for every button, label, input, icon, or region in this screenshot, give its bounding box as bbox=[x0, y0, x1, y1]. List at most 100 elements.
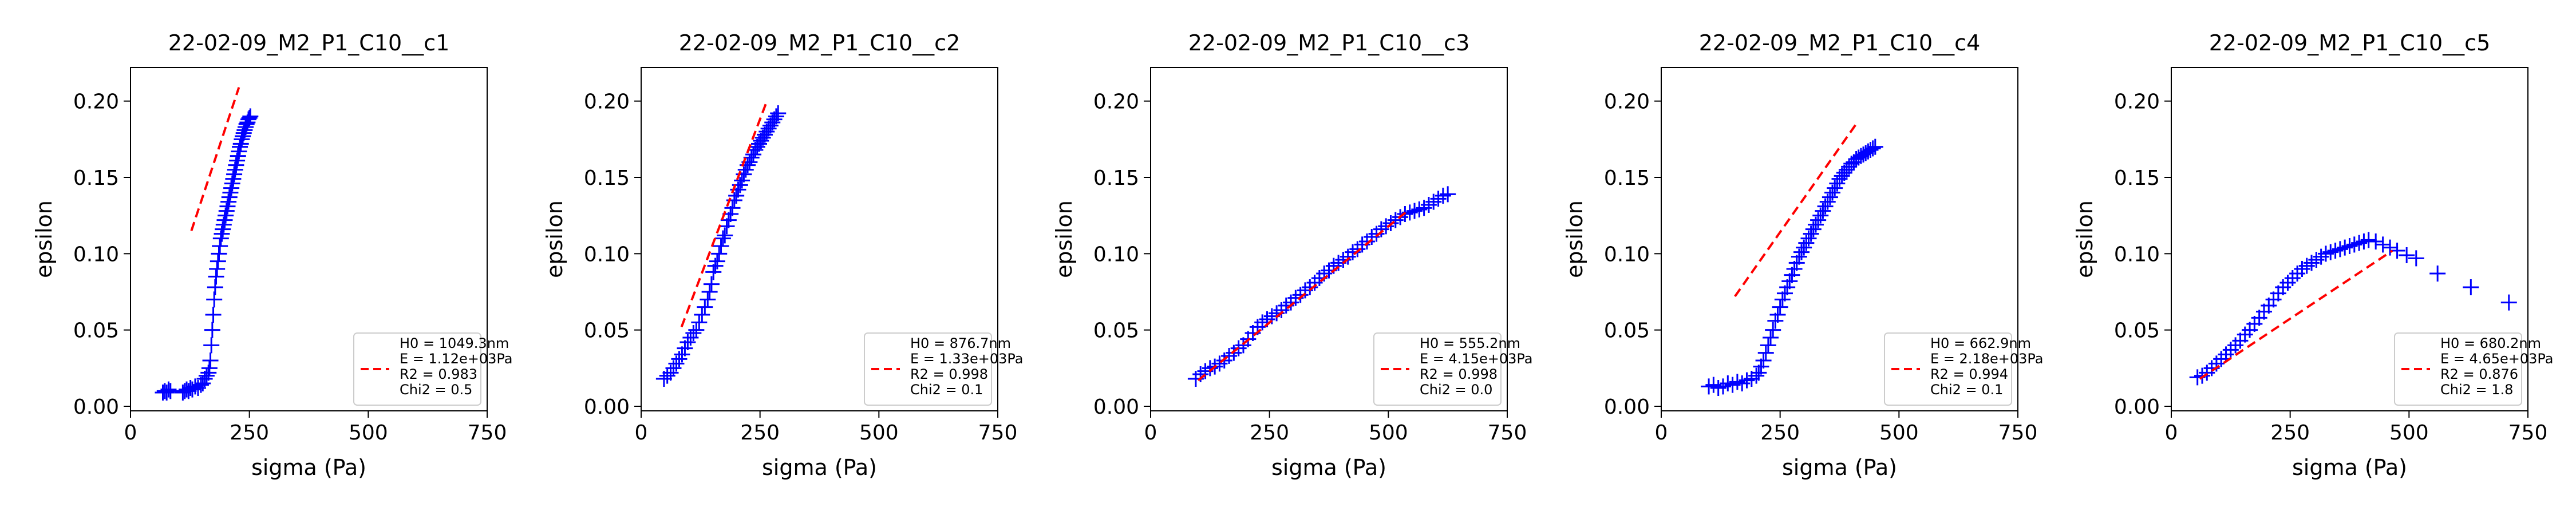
data-point bbox=[717, 227, 733, 244]
data-point bbox=[206, 291, 223, 308]
data-point bbox=[713, 238, 729, 254]
fit-line bbox=[190, 87, 240, 231]
legend-box bbox=[2394, 332, 2522, 406]
data-point bbox=[222, 184, 239, 201]
fit-line bbox=[1197, 210, 1408, 382]
data-point bbox=[159, 385, 175, 401]
data-point bbox=[1755, 352, 1772, 369]
y-tick-label: 0.00 bbox=[2114, 395, 2160, 419]
data-point bbox=[215, 216, 232, 233]
data-point bbox=[2368, 233, 2384, 249]
y-tick-label: 0.00 bbox=[584, 395, 630, 419]
data-point bbox=[216, 212, 233, 228]
data-point bbox=[228, 157, 244, 173]
legend-entry: Chi2 = 0.1 bbox=[910, 382, 983, 398]
legend-entry: H0 = 876.7nm bbox=[910, 335, 1011, 351]
y-tick-label: 0.05 bbox=[1604, 319, 1650, 343]
y-tick-label: 0.15 bbox=[1093, 167, 1139, 190]
data-point bbox=[743, 149, 760, 166]
plot-frame bbox=[2171, 67, 2528, 411]
data-point bbox=[202, 352, 219, 369]
legend-entry: R2 = 0.876 bbox=[2440, 366, 2518, 382]
x-axis-label: sigma (Pa) bbox=[1271, 455, 1386, 480]
y-tick-label: 0.00 bbox=[73, 395, 119, 419]
y-tick-label: 0.00 bbox=[1093, 395, 1139, 419]
chart-panel-4: 22-02-09_M2_P1_C10__c4 0 250 500 750 0.00 0.05… bbox=[1562, 30, 2043, 480]
data-point bbox=[1748, 367, 1765, 384]
data-points bbox=[655, 105, 787, 387]
fit-line bbox=[680, 104, 767, 328]
x-tick-label: 500 bbox=[2389, 421, 2429, 445]
x-axis-label: sigma (Pa) bbox=[762, 455, 877, 480]
fit-line bbox=[2199, 249, 2393, 380]
x-tick-label: 0 bbox=[124, 421, 137, 445]
x-tick-label: 0 bbox=[635, 421, 648, 445]
legend-entry: Chi2 = 0.1 bbox=[1930, 382, 2003, 398]
y-tick-label: 0.10 bbox=[1093, 243, 1139, 266]
data-point bbox=[1760, 337, 1776, 354]
data-point bbox=[232, 136, 249, 152]
data-point bbox=[1864, 140, 1881, 157]
data-point bbox=[711, 245, 728, 262]
plot-frame bbox=[130, 67, 488, 411]
y-tick-label: 0.05 bbox=[1093, 319, 1139, 343]
y-axis-label: epsilon bbox=[31, 200, 57, 278]
data-point bbox=[1765, 322, 1781, 338]
data-points bbox=[1701, 138, 1883, 396]
data-point bbox=[2408, 250, 2424, 267]
data-point bbox=[701, 284, 718, 300]
legend-entry: E = 1.33e+03Pa bbox=[910, 351, 1023, 367]
legend-entry: H0 = 680.2nm bbox=[2440, 335, 2541, 351]
data-point bbox=[694, 307, 710, 323]
y-tick-label: 0.20 bbox=[1093, 90, 1139, 114]
panel-title: 22-02-09_M2_P1_C10__c1 bbox=[168, 30, 450, 56]
x-tick-label: 750 bbox=[468, 421, 507, 445]
data-point bbox=[700, 291, 716, 308]
data-point bbox=[223, 180, 240, 196]
y-tick-label: 0.10 bbox=[1604, 243, 1650, 266]
legend-box bbox=[1373, 332, 1502, 406]
data-point bbox=[211, 245, 227, 262]
data-point bbox=[198, 367, 215, 384]
data-point bbox=[231, 143, 247, 160]
data-point bbox=[1763, 330, 1779, 346]
y-tick-label: 0.15 bbox=[73, 167, 119, 190]
legend-entry: E = 4.15e+03Pa bbox=[1420, 351, 1532, 367]
panel-title: 22-02-09_M2_P1_C10__c5 bbox=[2209, 30, 2491, 56]
legend-entry: Chi2 = 0.5 bbox=[400, 382, 472, 398]
data-point bbox=[212, 230, 229, 247]
data-point bbox=[1772, 299, 1788, 315]
data-point bbox=[2382, 239, 2399, 256]
legend-box bbox=[1884, 332, 2012, 406]
data-point bbox=[227, 161, 243, 178]
data-point bbox=[215, 221, 231, 237]
data-point bbox=[162, 383, 179, 399]
data-point bbox=[219, 198, 236, 215]
data-point bbox=[230, 148, 246, 164]
x-tick-label: 750 bbox=[1998, 421, 2038, 445]
chart-panel-1: 22-02-09_M2_P1_C10__c1 0 250 500 750 0.00 0.05… bbox=[31, 30, 512, 480]
data-point bbox=[212, 238, 228, 254]
x-tick-label: 0 bbox=[1655, 421, 1668, 445]
y-axis-label: epsilon bbox=[542, 200, 567, 278]
y-tick-label: 0.10 bbox=[73, 243, 119, 266]
y-axis-label: epsilon bbox=[1562, 200, 1587, 278]
data-points bbox=[2189, 232, 2517, 386]
data-point bbox=[209, 261, 226, 277]
legend-entry: E = 2.18e+03Pa bbox=[1930, 351, 2043, 367]
x-tick-label: 250 bbox=[2270, 421, 2310, 445]
data-point bbox=[1867, 138, 1883, 155]
data-point bbox=[1440, 186, 1456, 203]
data-point bbox=[210, 253, 226, 270]
legend-entry: E = 4.65e+03Pa bbox=[2440, 351, 2553, 367]
data-point bbox=[770, 105, 787, 121]
data-point bbox=[160, 381, 177, 398]
x-tick-label: 250 bbox=[740, 421, 780, 445]
x-tick-label: 250 bbox=[230, 421, 269, 445]
data-point bbox=[768, 108, 784, 125]
legend-entry: R2 = 0.994 bbox=[1930, 366, 2008, 382]
